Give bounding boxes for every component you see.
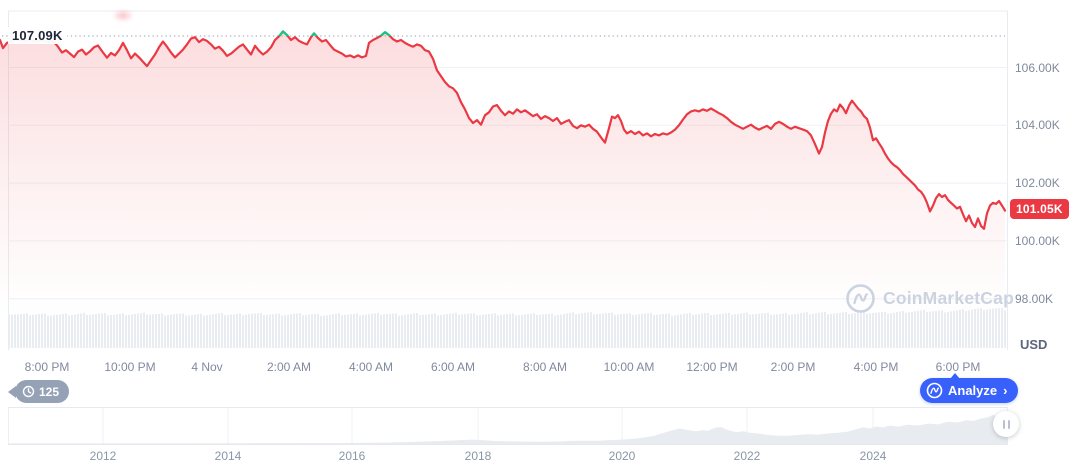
x-axis-tick: 2:00 AM [266,360,312,374]
x-axis-tick: 6:00 PM [935,360,981,374]
handle-grip-bar [1007,419,1010,429]
x-axis-tick: 12:00 PM [686,360,738,374]
y-axis-tick: 100.00K [1015,233,1060,248]
current-price-badge: 101.05K [1010,199,1069,219]
handle-grip-bar [1002,419,1005,429]
y-axis-tick: 106.00K [1015,60,1060,75]
watermark-text: CoinMarketCap [883,288,1014,308]
annotation-count-badge[interactable]: 125 [8,380,70,403]
coinmarketcap-logo-icon [846,284,875,313]
minimap-year-tick: 2012 [89,449,117,463]
x-axis-tick: 6:00 AM [430,360,476,374]
reference-price-label: 107.09K [8,27,67,44]
y-axis-tick: 98.00K [1015,291,1054,306]
minimap-year-tick: 2014 [214,449,242,463]
tooltip-tail [950,373,960,379]
history-clock-icon [22,385,35,398]
x-axis-tick: 4:00 AM [348,360,394,374]
ghost-marker [112,9,134,22]
x-axis-tick: 4:00 PM [853,360,899,374]
currency-unit-label: USD [1020,337,1048,352]
analyze-button[interactable]: Analyze › [920,373,1019,403]
minimap-year-tick: 2016 [338,449,366,463]
chevron-right-icon: › [1003,383,1008,398]
x-axis-tick: 2:00 PM [770,360,816,374]
coinmarketcap-watermark: CoinMarketCap [845,283,1014,314]
coinmarketcap-icon [926,382,943,399]
y-axis-tick: 104.00K [1015,118,1060,133]
x-axis-tick: 10:00 AM [603,360,655,374]
badge-tail [8,385,16,398]
y-axis-tick: 102.00K [1015,176,1060,191]
x-axis-tick: 8:00 PM [24,360,70,374]
minimap-year-tick: 2024 [859,449,887,463]
analyze-label: Analyze [948,383,998,398]
minimap-year-tick: 2018 [464,449,492,463]
x-axis-tick: 8:00 AM [522,360,568,374]
minimap-year-tick: 2022 [733,449,761,463]
annotation-count: 125 [39,384,60,399]
minimap-year-tick: 2020 [608,449,636,463]
x-axis-tick: 10:00 PM [104,360,156,374]
minimap-drag-handle[interactable] [993,411,1019,437]
x-axis-tick: 4 Nov [191,360,223,374]
